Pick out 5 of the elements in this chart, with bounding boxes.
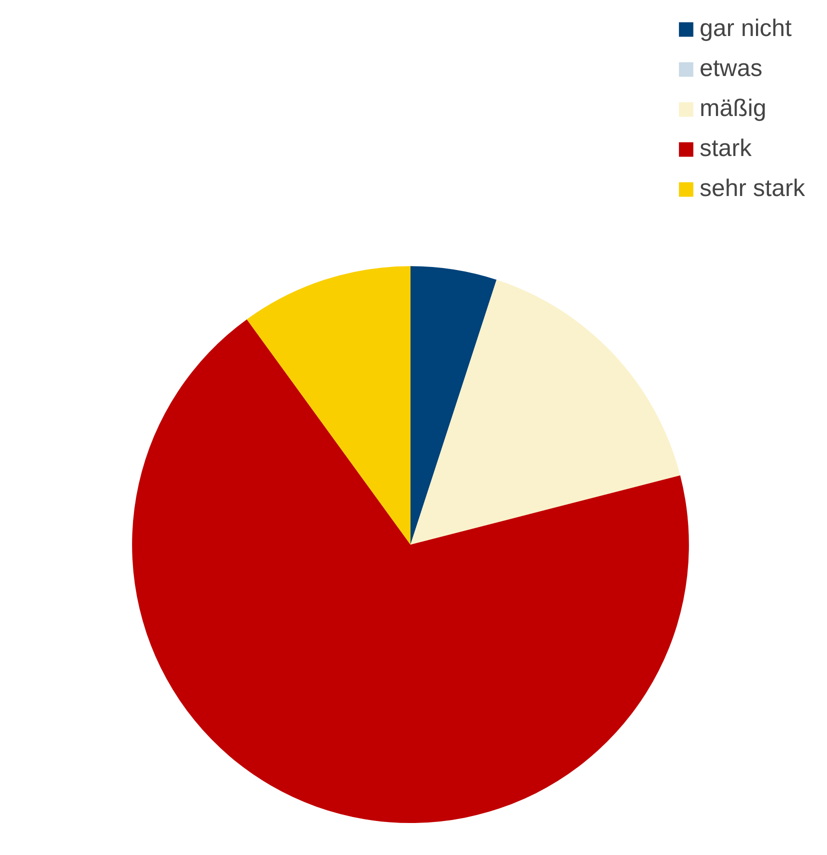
legend-label: stark — [700, 135, 752, 163]
legend-label: sehr stark — [700, 175, 805, 203]
legend-label: etwas — [700, 55, 762, 83]
legend-label: gar nicht — [700, 15, 792, 43]
legend-label: mäßig — [700, 95, 766, 123]
